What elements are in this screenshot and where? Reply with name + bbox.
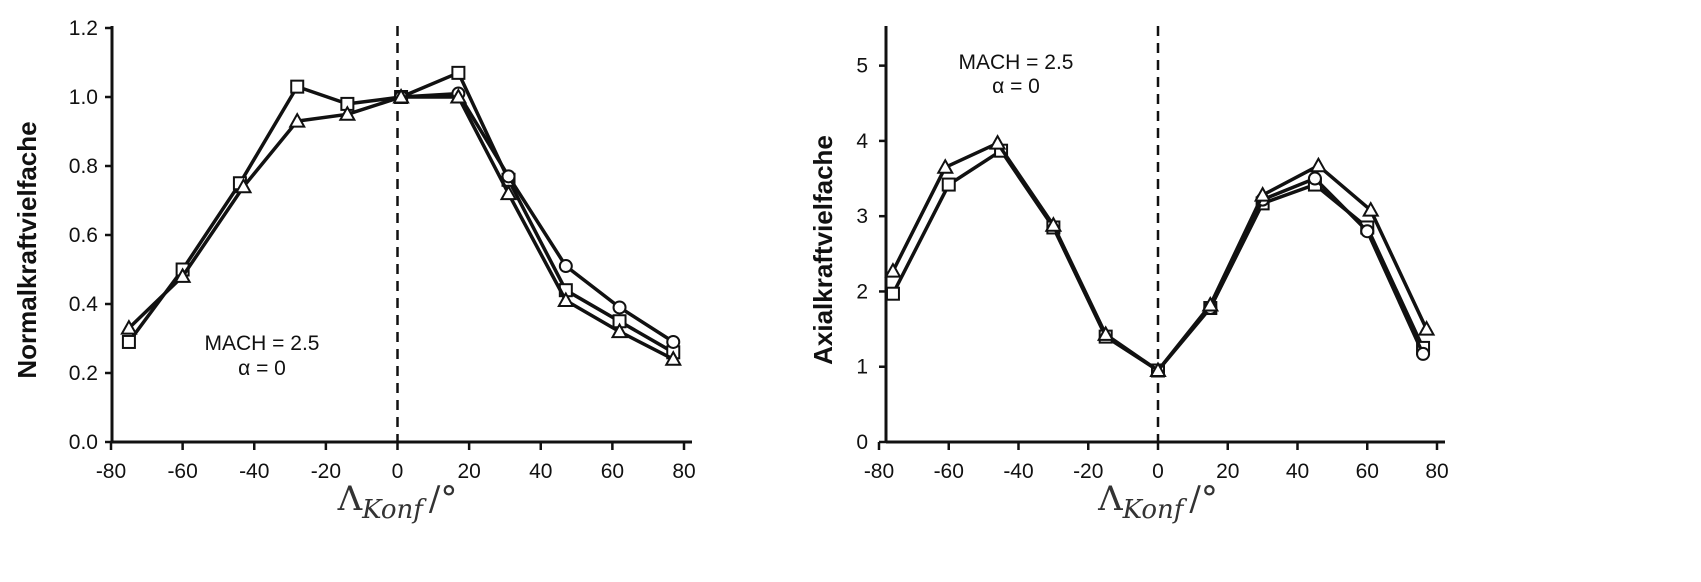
- x-axis-label: ΛKonf/°: [1097, 479, 1218, 525]
- y-tick-label: 0.4: [69, 293, 99, 316]
- data-point-triangle: [988, 134, 1007, 150]
- series-circle: [394, 86, 681, 349]
- x-tick-label: 60: [1356, 460, 1379, 483]
- data-point-triangle: [499, 184, 518, 201]
- x-tick-label: 40: [1286, 460, 1309, 483]
- x-tick-label: -80: [864, 460, 894, 483]
- series-square: [121, 65, 681, 360]
- data-point-triangle: [338, 105, 357, 121]
- chart-1: 0.0 0.2 0.4 0.6 0.8 1.0 1.2 -80 -60 -40 -20 0 20 40 60…: [12, 17, 696, 525]
- data-point-triangle: [288, 112, 306, 128]
- series-line-circle: [400, 91, 675, 344]
- x-axis-label: ΛKonf/°: [337, 479, 458, 525]
- annotation-line: MACH = 2.5: [959, 51, 1074, 74]
- x-tick-label: -40: [1003, 460, 1033, 483]
- data-point-triangle: [1096, 325, 1115, 341]
- data-point-circle: [612, 300, 627, 315]
- annotation-line: MACH = 2.5: [205, 332, 320, 355]
- y-tick-label: 0.0: [69, 431, 98, 454]
- y-axis-label: Axialkraftvielfache: [808, 135, 838, 365]
- annotation-line: α = 0: [992, 75, 1040, 98]
- data-point-triangle: [392, 87, 410, 104]
- x-tick-label: -60: [934, 460, 964, 483]
- data-point-square: [885, 286, 900, 301]
- series-line-circle: [1208, 176, 1425, 355]
- data-point-square: [941, 177, 956, 192]
- y-tick-label: 0.2: [69, 362, 98, 385]
- data-point-triangle: [1044, 216, 1063, 232]
- y-tick-label: 4: [856, 130, 868, 153]
- data-point-triangle: [557, 291, 575, 308]
- data-point-triangle: [1253, 186, 1272, 202]
- data-point-triangle: [664, 350, 682, 366]
- series-triangle: [884, 134, 1436, 377]
- y-tick-label: 1.2: [69, 17, 98, 40]
- x-tick-label: -20: [311, 460, 341, 483]
- y-axis-label: Normalkraftvielfache: [12, 121, 42, 378]
- x-tick-label: 60: [601, 460, 624, 483]
- x-tick-label: -80: [96, 460, 126, 483]
- data-point-triangle: [449, 87, 468, 104]
- y-tick-label: 1.0: [69, 86, 98, 109]
- x-tick-label: -40: [239, 460, 269, 483]
- data-point-triangle: [173, 267, 192, 283]
- annotation-line: α = 0: [238, 357, 286, 380]
- series-triangle: [120, 87, 682, 366]
- y-tick-label: 0.8: [69, 155, 98, 178]
- data-point-square: [451, 65, 466, 80]
- x-tick-label: -20: [1073, 460, 1103, 483]
- data-point-circle: [558, 259, 573, 274]
- data-point-triangle: [1309, 156, 1328, 173]
- x-tick-label: 80: [1425, 460, 1448, 483]
- x-tick-label: 0: [392, 460, 404, 483]
- data-point-square: [290, 79, 305, 94]
- y-tick-label: 5: [856, 55, 868, 78]
- data-point-triangle: [234, 177, 253, 194]
- y-tick-label: 0: [856, 431, 868, 454]
- data-point-triangle: [1149, 361, 1167, 377]
- data-point-triangle: [936, 158, 954, 174]
- data-point-circle: [501, 169, 516, 184]
- data-point-circle: [1416, 346, 1431, 361]
- y-tick-label: 0.6: [69, 224, 98, 247]
- series-line-triangle: [891, 141, 1429, 373]
- x-tick-label: 80: [672, 460, 695, 483]
- data-point-triangle: [610, 322, 629, 339]
- data-point-triangle: [1417, 320, 1436, 336]
- y-tick-label: 3: [856, 205, 868, 228]
- data-point-square: [121, 334, 136, 349]
- y-tick-label: 1: [856, 356, 868, 379]
- x-tick-label: 20: [1216, 460, 1239, 483]
- x-tick-label: 20: [457, 460, 480, 483]
- x-tick-label: 0: [1152, 460, 1164, 483]
- data-point-triangle: [1362, 201, 1380, 217]
- y-tick-label: 2: [856, 280, 868, 303]
- data-point-circle: [1360, 224, 1375, 239]
- data-point-triangle: [1201, 295, 1220, 312]
- data-point-circle: [1307, 171, 1322, 186]
- x-tick-label: -60: [167, 460, 197, 483]
- series-line-square: [127, 71, 675, 354]
- data-point-triangle: [884, 262, 902, 278]
- x-tick-label: 40: [529, 460, 552, 483]
- chart-2: 0 1 2 3 4 5 -80 -60 -40 -20 0 20 40 60 80 Axialkraftvie…: [808, 26, 1449, 525]
- data-point-circle: [666, 334, 681, 349]
- data-point-triangle: [120, 319, 138, 335]
